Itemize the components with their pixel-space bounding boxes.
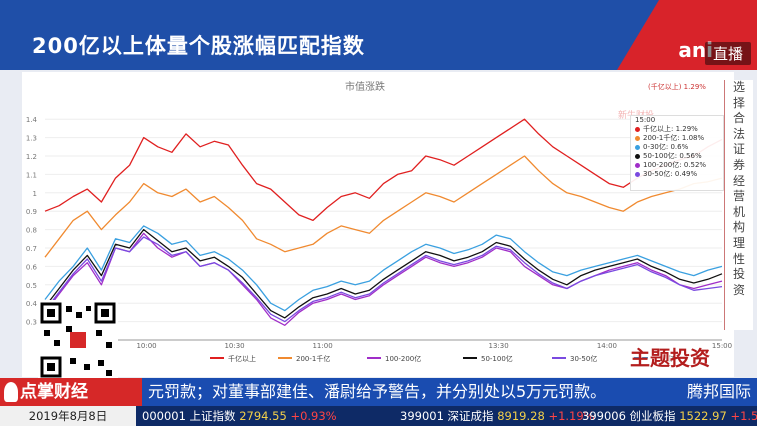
index-price: 1522.97 [679, 409, 731, 423]
date-label: 2019年8月8日 [0, 406, 136, 426]
theme-logo: 主题投资 [630, 346, 710, 370]
sidebar-char: 理 [732, 235, 745, 250]
tooltip-row: 50-100亿: 0.56% [631, 152, 723, 161]
y-tick-label: 0.5 [26, 282, 37, 290]
top-banner [0, 0, 757, 70]
qr-code-icon [40, 302, 116, 378]
channel-logo-text: 点掌财经 [20, 382, 88, 402]
sidebar-char: 构 [732, 220, 745, 235]
legend-label: 200-1千亿 [296, 354, 330, 363]
y-tick-label: 1.1 [26, 171, 37, 179]
y-tick-label: 1 [33, 190, 37, 198]
tooltip-dot [635, 153, 640, 159]
series-line [44, 228, 723, 319]
x-tick-label: 11:00 [312, 342, 332, 350]
y-tick-label: 0.9 [26, 208, 37, 216]
index-quote: 000001 上证指数 2794.55 +0.93% [142, 406, 337, 426]
x-tick-label: 13:30 [488, 342, 508, 350]
tooltip-row: 200-1千亿: 1.08% [631, 134, 723, 143]
series-line [44, 236, 723, 323]
index-quote-bar: 000001 上证指数 2794.55 +0.93% 399001 深证成指 89… [0, 406, 757, 426]
sidebar-char: 证 [732, 142, 745, 157]
y-tick-label: 0.6 [26, 263, 38, 271]
sidebar-char: 性 [732, 251, 745, 266]
tooltip-dot [635, 171, 640, 177]
sidebar-char: 经 [732, 173, 745, 188]
x-tick-label: 15:00 [712, 342, 732, 350]
disclaimer-sidebar: 选择合法证券经营机构理性投资 [724, 80, 753, 330]
tooltip-label: 0-30亿: 0.6% [643, 143, 689, 151]
tooltip-label: 100-200亿: 0.52% [643, 161, 707, 169]
series-line [44, 225, 723, 312]
tooltip-row: 0-30亿: 0.6% [631, 143, 723, 152]
y-tick-label: 0.7 [26, 245, 37, 253]
x-tick-label: 10:30 [224, 342, 244, 350]
sidebar-char: 选 [732, 80, 745, 94]
index-name: 399001 深证成指 [400, 409, 498, 423]
tooltip-row: 30-50亿: 0.49% [631, 170, 723, 179]
qr-code [38, 300, 118, 380]
tooltip-dot [635, 144, 640, 150]
news-text: 元罚款；对董事部建佳、潘尉给予警告，并分别处以5万元罚款。 [148, 382, 607, 401]
series-line [44, 155, 723, 258]
index-quote: 399006 创业板指 1522.97 +1.51% [582, 406, 757, 426]
index-price: 2794.55 [239, 409, 291, 423]
y-tick-label: 0.3 [26, 319, 37, 327]
channel-logo: 点掌财经 [0, 378, 142, 406]
legend-label: 30-50亿 [570, 354, 597, 363]
page-title: 200亿以上体量个股涨幅匹配指数 [32, 34, 365, 58]
sidebar-char: 营 [732, 189, 745, 204]
sidebar-char: 券 [732, 157, 745, 172]
tooltip-dot [635, 126, 640, 132]
series-line [44, 232, 723, 326]
x-tick-label: 10:00 [136, 342, 156, 350]
sidebar-char: 机 [732, 204, 745, 219]
tooltip-dot [635, 135, 640, 141]
index-change: +0.93% [290, 409, 337, 423]
y-tick-label: 1.3 [26, 135, 37, 143]
index-change: +1.19% [548, 409, 595, 423]
series-line [44, 118, 723, 222]
index-name: 000001 上证指数 [142, 409, 240, 423]
tooltip-label: 30-50亿: 0.49% [643, 170, 698, 178]
index-price: 8919.28 [497, 409, 549, 423]
tooltip-row: 100-200亿: 0.52% [631, 161, 723, 170]
legend-label: 100-200亿 [385, 354, 421, 363]
y-tick-label: 0.4 [26, 300, 38, 308]
chart-panel [22, 72, 734, 377]
index-quote: 399001 深证成指 8919.28 +1.19% [400, 406, 595, 426]
live-badge: 直播 [704, 42, 751, 65]
brand-logo: ani [678, 38, 713, 62]
index-name: 399006 创业板指 [582, 409, 680, 423]
y-tick-label: 1.4 [26, 116, 38, 124]
sidebar-char: 资 [732, 282, 745, 297]
legend-label: 50-100亿 [481, 354, 513, 363]
sidebar-char: 择 [732, 95, 745, 110]
tooltip-label: 千亿以上: 1.29% [643, 125, 698, 133]
chart-tooltip: 15:00 千亿以上: 1.29% 200-1千亿: 1.08% 0-30亿: 0.… [630, 115, 724, 191]
channel-logo-icon [4, 382, 18, 402]
sidebar-char: 投 [732, 267, 745, 282]
tooltip-label: 50-100亿: 0.56% [643, 152, 702, 160]
y-tick-label: 1.2 [26, 153, 37, 161]
sidebar-char: 合 [732, 111, 745, 126]
chart-corner-note: (千亿以上) 1.29% [648, 83, 706, 91]
tooltip-label: 200-1千亿: 1.08% [643, 134, 705, 142]
tooltip-time: 15:00 [635, 116, 656, 124]
news-right-text: 腾邦国际 [686, 382, 751, 401]
tooltip-dot [635, 162, 640, 168]
sidebar-char: 法 [732, 126, 745, 141]
y-tick-label: 0.8 [26, 227, 37, 235]
chart-title: 市值涨跌 [345, 82, 385, 93]
index-change: +1.51% [730, 409, 757, 423]
tooltip-row: 千亿以上: 1.29% [631, 125, 723, 134]
x-tick-label: 14:00 [597, 342, 617, 350]
legend-label: 千亿以上 [228, 354, 256, 363]
legend-label: 0-30亿 [652, 354, 675, 363]
